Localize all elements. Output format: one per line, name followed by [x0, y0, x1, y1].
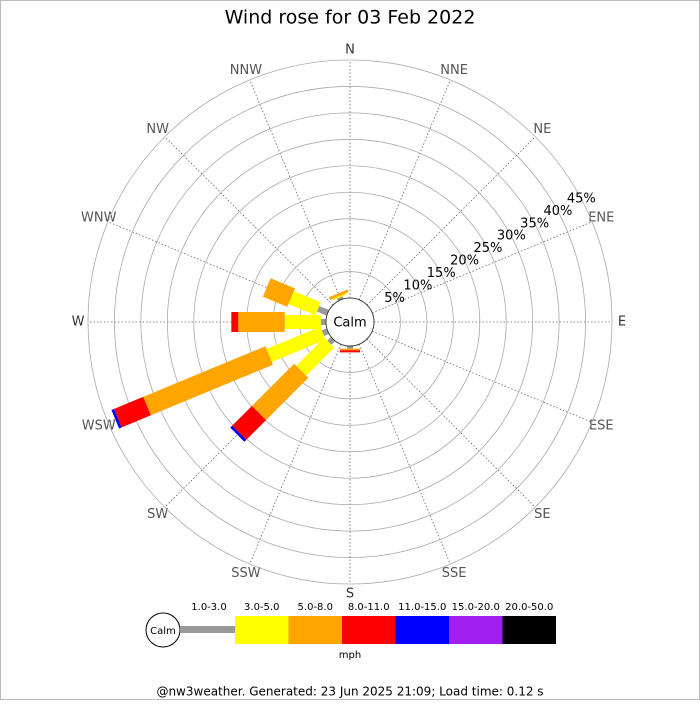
bar-segment	[266, 326, 326, 362]
ring	[114, 86, 586, 558]
ring	[166, 138, 534, 506]
legend-label: 15.0-20.0	[452, 602, 500, 613]
direction-label: NW	[146, 122, 169, 137]
legend-label: 3.0-5.0	[244, 602, 279, 613]
bar-segment	[316, 305, 329, 316]
legend-swatch	[288, 616, 342, 644]
bar-segment	[296, 337, 335, 376]
direction-label: WNW	[81, 210, 117, 225]
direction-label: SSW	[231, 566, 261, 581]
spoke	[372, 330, 593, 423]
legend-calm-label: Calm	[150, 626, 176, 637]
chart-title: Wind rose for 03 Feb 2022	[225, 7, 476, 29]
legend: Calm mph 1.0-3.0 3.0-5.0 5.0-8.0 8.0-11.0 11…	[145, 602, 556, 661]
direction-label: WSW	[82, 419, 116, 434]
legend-unit: mph	[339, 650, 361, 661]
grid: N NNE NE ENE E ESE SE SSE S SSW SW WSW W WNW NW NNW 5%10…	[72, 43, 627, 602]
ring-label: 15%	[427, 266, 456, 281]
direction-label: NE	[533, 122, 551, 137]
ring-label: 40%	[544, 204, 573, 219]
bar-segment	[288, 291, 321, 316]
legend-swatch	[235, 616, 289, 644]
ring-label: 10%	[403, 278, 432, 293]
bar-segment	[321, 328, 329, 336]
legend-swatch	[502, 616, 556, 644]
legend-label: 5.0-8.0	[298, 602, 333, 613]
legend-label: 1.0-3.0	[191, 602, 226, 613]
ring-label: 45%	[567, 191, 596, 206]
spoke	[249, 344, 342, 565]
bar-segment	[332, 293, 347, 301]
legend-swatch	[395, 616, 449, 644]
direction-label: N	[345, 43, 355, 58]
ring	[219, 191, 481, 453]
direction-label: NNW	[230, 63, 262, 78]
direction-label: NNE	[440, 63, 468, 78]
footer: @nw3weather. Generated: 23 Jun 2025 21:0…	[156, 685, 543, 699]
spoke	[249, 79, 342, 300]
bar-segment	[327, 336, 336, 345]
direction-label: ENE	[588, 210, 614, 225]
spoke	[164, 136, 334, 306]
bar-segment	[143, 346, 274, 416]
bar-segment	[251, 363, 309, 421]
spoke	[366, 136, 536, 306]
legend-label: 8.0-11.0	[348, 602, 390, 613]
spoke	[366, 338, 536, 508]
calm-label: Calm	[333, 316, 366, 331]
legend-label: 11.0-15.0	[398, 602, 446, 613]
bar-segment	[230, 425, 247, 442]
spoke	[372, 221, 593, 314]
direction-label: SE	[534, 507, 550, 522]
ring-label: 35%	[520, 216, 549, 231]
ring-label: 20%	[450, 254, 479, 269]
ring-label: 5%	[384, 291, 405, 306]
bars	[111, 278, 360, 442]
ring-label: 30%	[497, 229, 526, 244]
spoke	[358, 344, 451, 565]
legend-swatch	[180, 626, 235, 633]
bar-segment	[232, 405, 267, 440]
direction-label: S	[346, 587, 354, 602]
ring	[140, 112, 560, 532]
bar-segment	[328, 289, 349, 300]
direction-label: E	[618, 315, 626, 330]
legend-swatch	[342, 616, 396, 644]
bar-segment	[262, 278, 296, 307]
direction-label: W	[72, 315, 85, 330]
direction-label: SSE	[442, 566, 467, 581]
ring-label: 25%	[473, 241, 502, 256]
ring	[193, 165, 507, 479]
legend-label: 20.0-50.0	[505, 602, 553, 613]
legend-swatch	[449, 616, 503, 644]
calm-circle	[325, 297, 375, 347]
spoke	[358, 79, 451, 300]
ring	[87, 59, 613, 585]
direction-label: SW	[147, 507, 168, 522]
bar-segment	[113, 396, 151, 428]
direction-label: ESE	[589, 419, 614, 434]
bar-segment	[111, 408, 122, 429]
